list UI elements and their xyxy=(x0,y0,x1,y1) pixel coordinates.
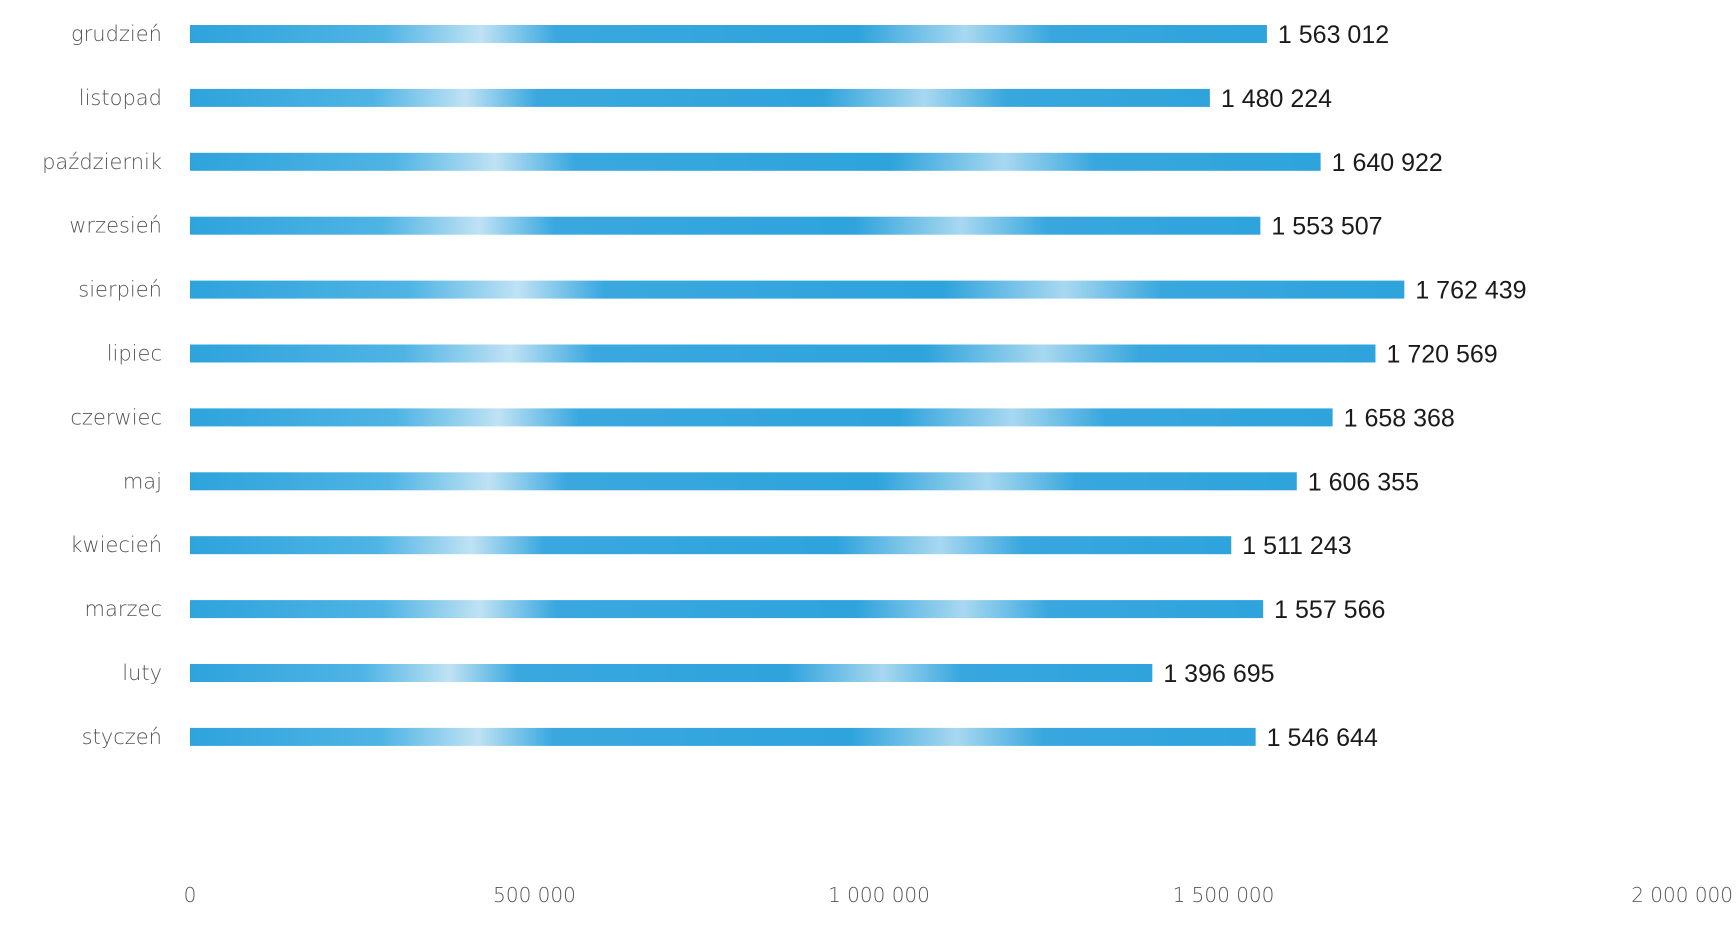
bar-2 xyxy=(190,88,1210,107)
value-labels-group: 1 563 012 1 480 224 1 640 922 1 553 507 1 76… xyxy=(1163,21,1526,752)
value-label: 1 553 507 xyxy=(1271,213,1382,241)
bar-12 xyxy=(190,727,1256,746)
value-label: 1 762 439 xyxy=(1415,277,1526,305)
category-label: wrzesień xyxy=(69,214,162,238)
category-label: luty xyxy=(122,661,162,685)
category-label: kwiecień xyxy=(70,533,162,557)
category-label: styczeń xyxy=(82,725,162,749)
category-label: sierpień xyxy=(78,278,162,302)
value-label: 1 511 243 xyxy=(1242,532,1351,560)
x-tick-label: 1 000 000 xyxy=(828,883,930,907)
category-label: lipiec xyxy=(107,342,162,366)
value-label: 1 720 569 xyxy=(1386,341,1497,369)
bar-5 xyxy=(190,280,1405,299)
x-tick-label: 1 500 000 xyxy=(1173,883,1275,907)
bar-1 xyxy=(190,25,1267,43)
category-label: październik xyxy=(42,150,162,174)
bar-6 xyxy=(190,344,1376,363)
bar-8 xyxy=(190,472,1297,491)
value-label: 1 480 224 xyxy=(1221,85,1332,113)
category-label: czerwiec xyxy=(70,405,162,429)
value-label: 1 546 644 xyxy=(1267,724,1378,752)
x-tick-label: 0 xyxy=(184,883,197,907)
category-label: grudzień xyxy=(71,22,162,46)
bars-group xyxy=(190,25,1405,746)
bar-7 xyxy=(190,408,1333,427)
bar-4 xyxy=(190,216,1261,235)
bar-9 xyxy=(190,536,1232,555)
value-label: 1 606 355 xyxy=(1308,468,1419,496)
category-label: marzec xyxy=(85,597,162,621)
bar-3 xyxy=(190,152,1321,171)
value-label: 1 396 695 xyxy=(1163,660,1274,688)
bar-11 xyxy=(190,664,1153,682)
category-labels-group: grudzień listopad październik wrzesień sierp… xyxy=(42,22,162,749)
x-tick-label: 2 000 000 xyxy=(1631,883,1733,907)
value-label: 1 658 368 xyxy=(1344,404,1455,432)
category-label: maj xyxy=(123,469,162,493)
value-label: 1 640 922 xyxy=(1332,149,1443,177)
x-axis-ticks-group: 0 500 000 1 000 000 1 500 000 2 000 000 xyxy=(184,883,1733,907)
x-tick-label: 500 000 xyxy=(493,883,576,907)
category-label: listopad xyxy=(79,86,162,110)
bar-10 xyxy=(190,600,1264,619)
value-label: 1 557 566 xyxy=(1274,596,1385,624)
value-label: 1 563 012 xyxy=(1278,21,1389,49)
